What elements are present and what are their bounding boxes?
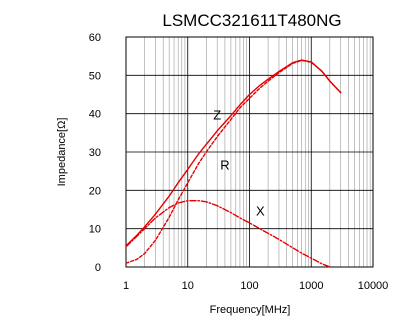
chart-title: LSMCC321611T480NG <box>162 11 341 30</box>
plot-frame <box>125 36 374 268</box>
y-tick-label: 0 <box>95 262 101 274</box>
y-tick-label: 30 <box>89 147 101 159</box>
curve-label-x: X <box>256 203 265 218</box>
series-line-z <box>125 59 342 247</box>
series-line-x <box>125 200 331 268</box>
y-tick-label: 60 <box>89 32 101 44</box>
x-tick-labels: 1 10 100 1000 10000 <box>123 280 388 292</box>
curve-labels: Z R X <box>213 107 265 218</box>
y-tick-label: 20 <box>89 185 101 197</box>
y-axis-label: Impedance[Ω] <box>56 118 68 187</box>
y-tick-label: 50 <box>89 70 101 82</box>
x-tick-label: 10000 <box>358 280 389 292</box>
x-tick-label: 10 <box>182 280 194 292</box>
series-layer <box>125 59 342 268</box>
y-tick-label: 40 <box>89 109 101 121</box>
curve-label-z: Z <box>213 107 221 122</box>
x-tick-label: 1000 <box>299 280 323 292</box>
series-line-r <box>125 59 342 264</box>
y-tick-labels: 0 10 20 30 40 50 60 <box>89 32 101 274</box>
x-tick-label: 1 <box>123 280 129 292</box>
x-axis-label: Frequency[MHz] <box>210 304 291 316</box>
y-tick-label: 10 <box>89 224 101 236</box>
curve-label-r: R <box>220 157 229 172</box>
x-tick-label: 100 <box>240 280 258 292</box>
